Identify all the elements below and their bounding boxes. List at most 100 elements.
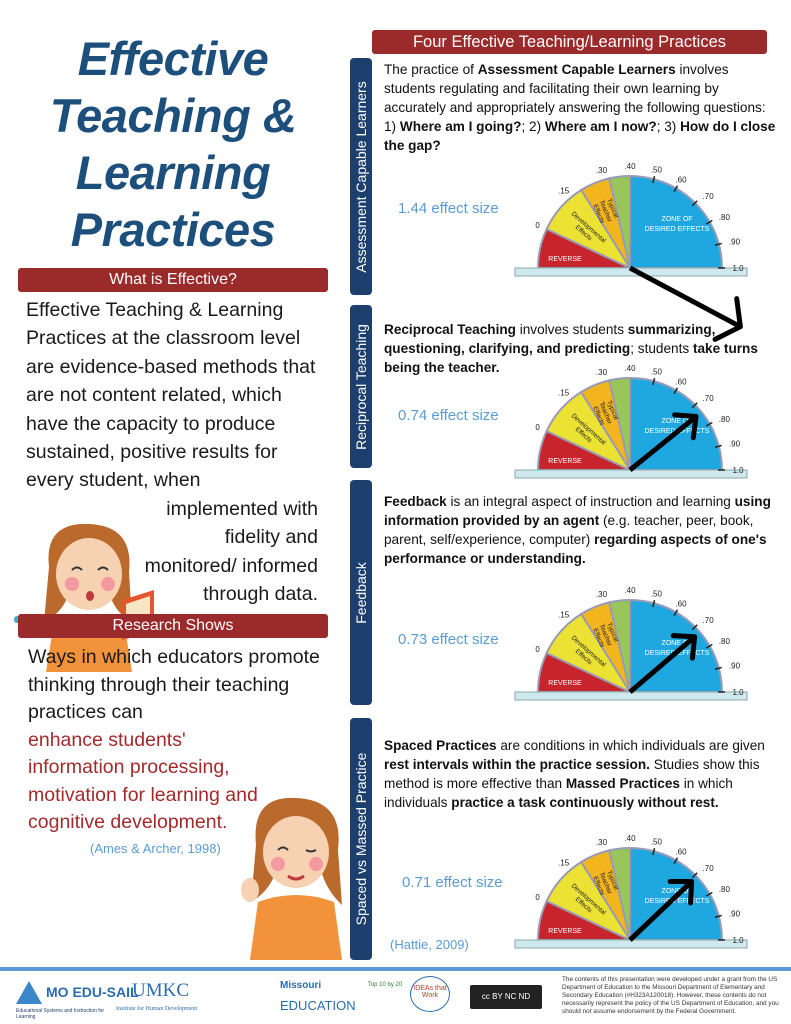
left-citation: (Ames & Archer, 1998) (90, 840, 221, 856)
effect-size-gauge: 0.15.30.40.50.60.70.80.901.0REVERSEDevel… (514, 162, 748, 342)
gauge-tick-label: .60 (675, 378, 687, 387)
effect-size-gauge: 0.15.30.40.50.60.70.80.901.0REVERSEDevel… (514, 586, 748, 701)
gauge-tick-label: .80 (719, 885, 731, 894)
research-highlight-text: enhance students' information processing… (28, 728, 258, 834)
section-description: Feedback is an integral aspect of instru… (384, 494, 771, 566)
gauge-tick-label: .40 (624, 162, 636, 171)
gauge-tick-label: .30 (596, 590, 608, 599)
gauge-label-reverse: REVERSE (548, 680, 582, 687)
section-label-bar: Reciprocal Teaching (350, 305, 372, 468)
gauge-tick-label: .15 (558, 611, 570, 620)
gauge-tick (714, 242, 722, 246)
section-label: Feedback (353, 561, 369, 624)
effect-size-label: 0.74 effect size (398, 407, 499, 424)
gauge-tick-label: .90 (729, 238, 741, 247)
ideas-that-work-logo: IDEAs that Work (410, 976, 450, 1012)
gauge-tick-label: .50 (651, 165, 663, 174)
research-text: Ways in which educators promote thinking… (28, 646, 320, 724)
effect-size-label: 0.73 effect size (398, 631, 499, 648)
gauge-label-reverse: REVERSE (548, 256, 582, 263)
gauge-base (514, 939, 748, 949)
umkc-logo: UMKC Institute for Human Development (116, 980, 198, 1012)
gauge-tick (652, 848, 656, 856)
gauge-tick-label: .50 (651, 837, 663, 846)
gauge-tick (691, 624, 698, 631)
gauge-tick (714, 914, 722, 918)
mo-edu-sail-logo: MO EDU-SAIL Educational Systems and Inst… (14, 978, 139, 1022)
mountain-logo-icon (16, 981, 42, 1004)
gauge-needle (628, 879, 694, 942)
gauge-label-reverse: REVERSE (548, 928, 582, 935)
gauge-tick-label: .90 (729, 910, 741, 919)
gauge-label-zone: ZONE OF (661, 216, 692, 223)
gauge-tick (673, 609, 679, 617)
gauge-needle (628, 634, 697, 694)
teacher-winking-illustration (241, 797, 342, 960)
gauge-tick (673, 387, 679, 395)
gauge-tick-label: 0 (535, 221, 540, 230)
gauge-tick (652, 378, 656, 386)
gauge-needle-arrowhead (712, 296, 743, 342)
gauge-tick-label: .70 (703, 394, 715, 403)
gauge-base (514, 691, 748, 701)
gauge-needle (628, 414, 698, 472)
gauge-tick-label: .70 (703, 192, 715, 201)
gauge-label-zone: ZONE OF (661, 888, 692, 895)
gauge-tick (691, 402, 698, 409)
gauge-tick-label: .50 (651, 589, 663, 598)
gauge-tick-label: 0 (535, 893, 540, 902)
section-description: Reciprocal Teaching involves students su… (384, 322, 758, 375)
gauge-tick (705, 643, 713, 649)
gauge-tick (691, 200, 698, 207)
gauge-tick-label: .90 (729, 440, 741, 449)
missouri-education-logo: Missouri EDUCATION (280, 980, 356, 1013)
gauge-tick-label: .50 (651, 367, 663, 376)
gauge-tick-label: .15 (558, 187, 570, 196)
gauge-tick-label: 1.0 (732, 936, 744, 945)
gauge-tick-label: 1.0 (732, 264, 744, 273)
gauge-tick-label: 0 (535, 423, 540, 432)
effect-size-label: 0.71 effect size (402, 874, 503, 891)
right-citation: (Hattie, 2009) (390, 937, 469, 952)
gauge-tick-label: .40 (624, 364, 636, 373)
gauge-tick (652, 176, 656, 184)
gauge-tick-label: .60 (675, 848, 687, 857)
effect-size-gauge: 0.15.30.40.50.60.70.80.901.0REVERSEDevel… (514, 834, 748, 949)
section-description: The practice of Assessment Capable Learn… (384, 62, 776, 153)
practices-header: Four Effective Teaching/Learning Practic… (372, 30, 767, 54)
gauge-tick-label: .15 (558, 389, 570, 398)
what-is-effective-text-continued: implemented with fidelity and monitored/… (144, 497, 318, 606)
gauge-tick-label: .70 (703, 864, 715, 873)
gauge-tick-label: .30 (596, 368, 608, 377)
gauge-tick-label: .80 (719, 415, 731, 424)
section-label-bar: Spaced vs Massed Practice (350, 718, 372, 960)
gauge-tick-label: .70 (703, 616, 715, 625)
gauge-tick-label: 1.0 (732, 466, 744, 475)
gauge-label-zone: ZONE OF (661, 640, 692, 647)
gauge-tick (705, 891, 713, 897)
gauge-tick-label: .30 (596, 166, 608, 175)
what-is-effective-header: What is Effective? (18, 268, 328, 292)
section-label: Spaced vs Massed Practice (353, 752, 369, 926)
gauge-tick (705, 219, 713, 225)
gauge-label-zone: ZONE OF (661, 418, 692, 425)
research-shows-header: Research Shows (18, 614, 328, 639)
top10-by-20-logo: Top 10 by 20 (367, 982, 403, 988)
gauge-tick-label: .80 (719, 213, 731, 222)
disclaimer-text: The contents of this presentation were d… (562, 976, 779, 1015)
gauge-tick-label: .30 (596, 838, 608, 847)
gauge-tick (673, 185, 679, 193)
gauge-tick-label: .40 (624, 586, 636, 595)
section-label: Assessment Capable Learners (353, 80, 369, 273)
what-is-effective-text: Effective Teaching & Learning Practices … (26, 299, 316, 492)
gauge-tick-label: 1.0 (732, 688, 744, 697)
gauge-tick-label: 0 (535, 645, 540, 654)
gauge-tick-label: .15 (558, 859, 570, 868)
gauge-label-zone: DESIRED EFFECTS (645, 898, 710, 905)
gauge-needle-arrowhead (672, 412, 699, 441)
gauge-needle (628, 265, 742, 329)
gauge-tick-label: .90 (729, 662, 741, 671)
section-label-bar: Assessment Capable Learners (350, 58, 372, 295)
effect-size-gauge: 0.15.30.40.50.60.70.80.901.0REVERSEDevel… (514, 364, 748, 479)
gauge-tick-label: .60 (675, 176, 687, 185)
